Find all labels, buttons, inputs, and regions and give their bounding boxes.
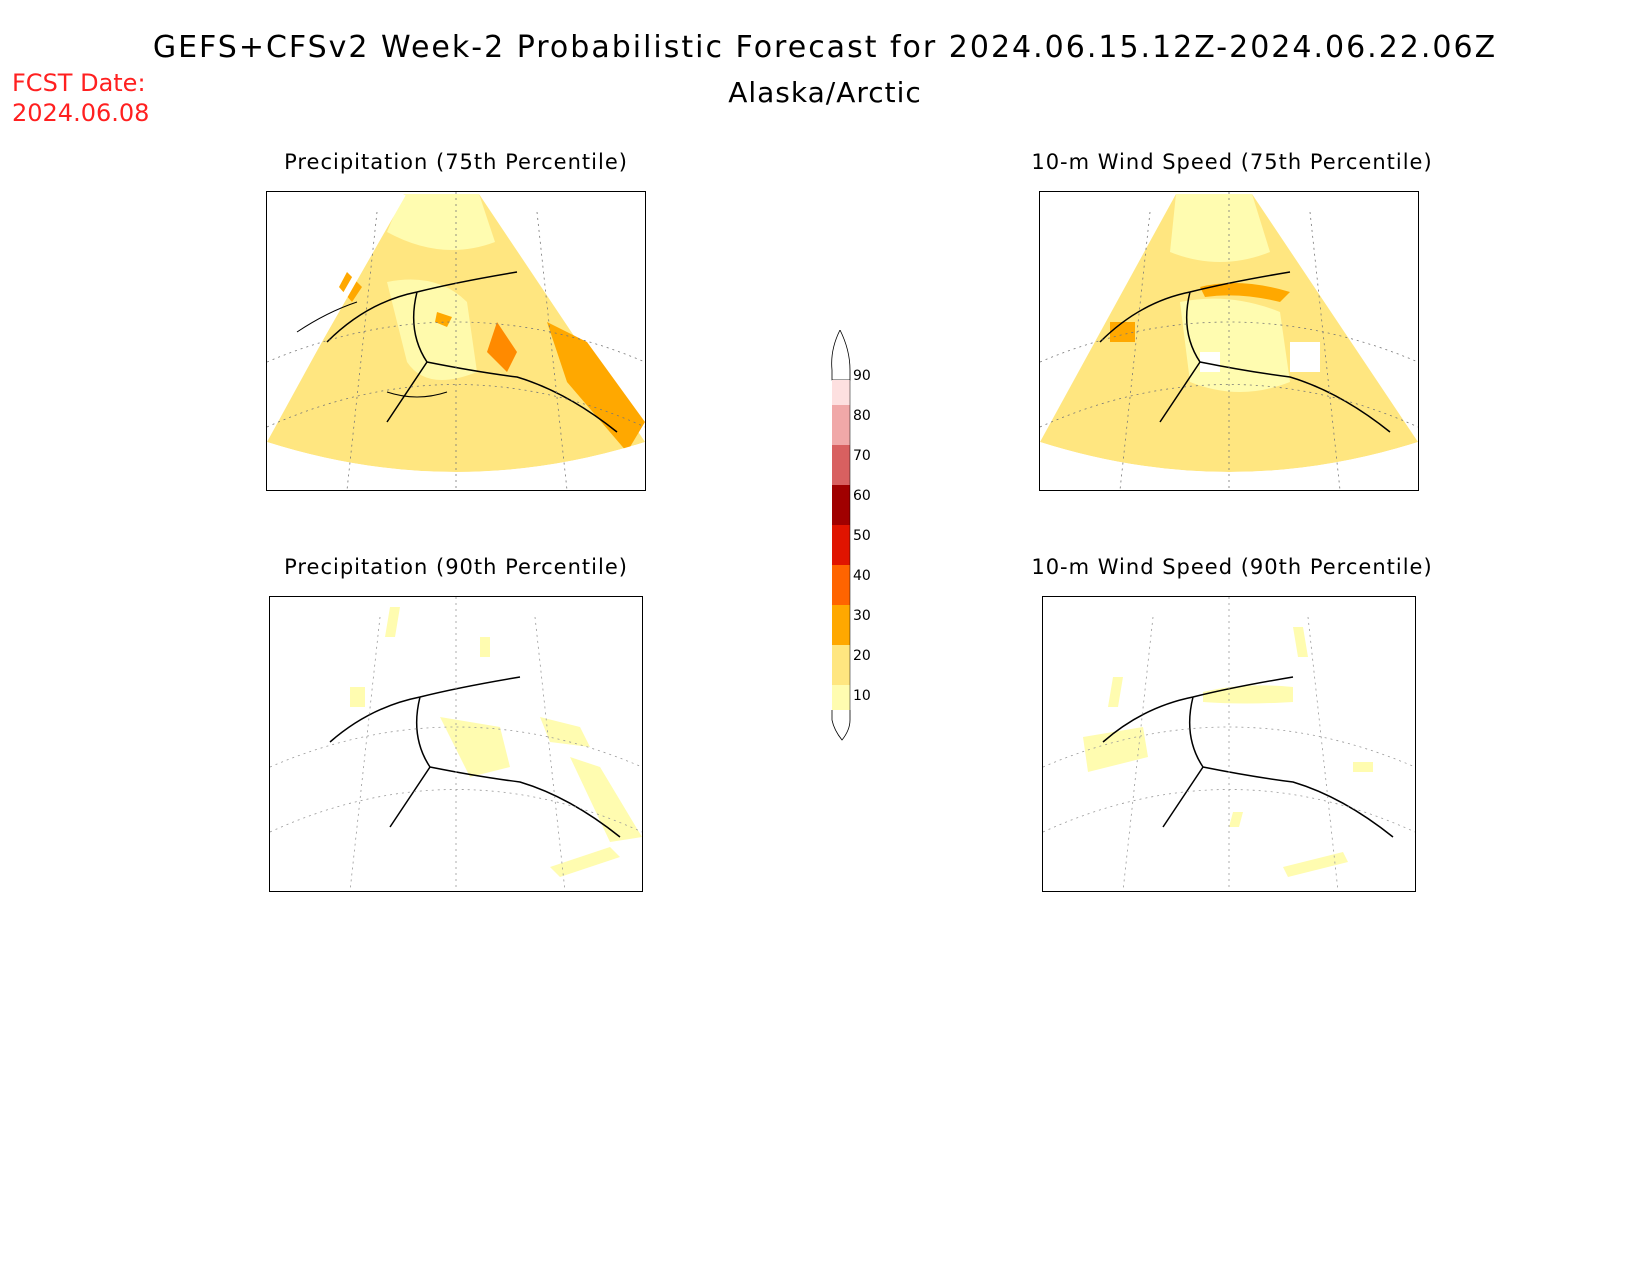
colorbar-label-10: 10: [853, 688, 871, 704]
map-panel-wind90: [1042, 596, 1416, 892]
panel-title-precip90: Precipitation (90th Percentile): [284, 555, 628, 579]
colorbar-swatch-50: [832, 525, 850, 565]
forecast-date-value: 2024.06.08: [12, 99, 150, 127]
region-title: Alaska/Arctic: [728, 76, 922, 109]
colorbar-swatch-30: [832, 605, 850, 645]
panel-title-wind75: 10-m Wind Speed (75th Percentile): [1031, 150, 1433, 174]
colorbar-label-20: 20: [853, 648, 871, 664]
figure-title: GEFS+CFSv2 Week-2 Probabilistic Forecast…: [152, 30, 1498, 65]
map-wind75: [1040, 192, 1418, 490]
colorbar-swatch-70: [832, 445, 850, 485]
colorbar-label-60: 60: [853, 488, 871, 504]
colorbar-swatch-80: [832, 405, 850, 445]
map-wind90: [1043, 597, 1415, 891]
colorbar-label-80: 80: [853, 408, 871, 424]
colorbar-label-30: 30: [853, 608, 871, 624]
panel-title-wind90: 10-m Wind Speed (90th Percentile): [1031, 555, 1433, 579]
colorbar-label-70: 70: [853, 448, 871, 464]
colorbar-label-50: 50: [853, 528, 871, 544]
map-panel-precip90: [269, 596, 643, 892]
panel-title-precip75: Precipitation (75th Percentile): [284, 150, 628, 174]
map-panel-wind75: [1039, 191, 1419, 491]
colorbar-swatch-90: [832, 380, 850, 405]
colorbar-label-90: 90: [853, 368, 871, 384]
map-precip90: [270, 597, 642, 891]
colorbar-label-40: 40: [853, 568, 871, 584]
colorbar-swatch-10: [832, 685, 850, 710]
colorbar-swatch-60: [832, 485, 850, 525]
forecast-date-block: FCST Date: 2024.06.08: [12, 68, 149, 128]
colorbar: [831, 330, 851, 741]
map-precip75: [267, 192, 645, 490]
colorbar-swatch-20: [832, 645, 850, 685]
forecast-date-label: FCST Date:: [12, 69, 146, 97]
map-panel-precip75: [266, 191, 646, 491]
colorbar-swatch-40: [832, 565, 850, 605]
